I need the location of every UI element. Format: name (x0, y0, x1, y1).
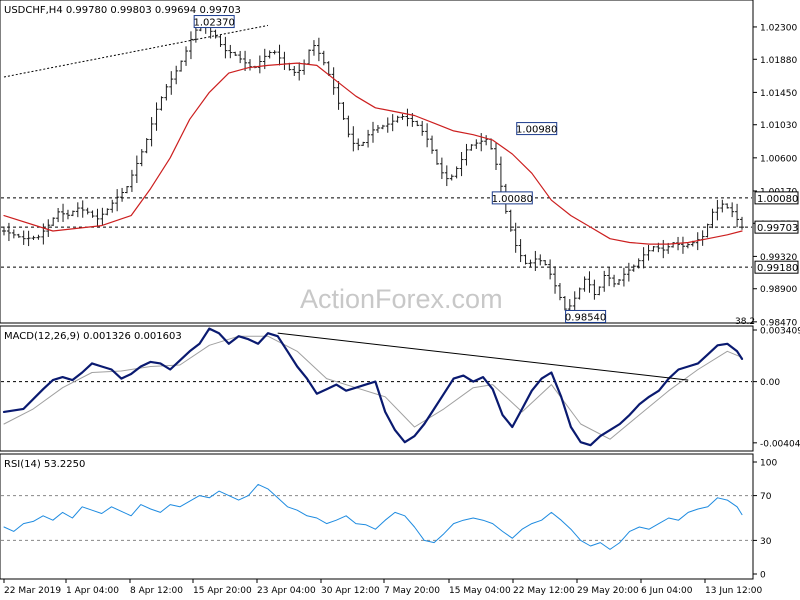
y-tick-label: 0.00 (760, 378, 780, 388)
x-tick-label: 22 May 12:00 (513, 586, 575, 596)
level-tag-label: 0.99180 (757, 263, 798, 274)
rsi-panel-frame (0, 453, 754, 580)
price-label: 0.98540 (565, 312, 606, 323)
price-label: 1.00980 (516, 125, 557, 136)
y-tick-label: 0.98470 (760, 318, 797, 328)
x-tick-label: 15 May 04:00 (449, 586, 511, 596)
macd-trendline-segment (277, 332, 689, 381)
macd-panel: 0.003409 0.00 -0.004043 MACD(12,26,9) 0.00… (0, 325, 800, 452)
rsi-series (3, 483, 743, 550)
x-tick-label: 1 Apr 04:00 (66, 586, 119, 596)
price-label-box (193, 15, 235, 29)
macd-trendline (277, 332, 689, 381)
macd-y-axis: 0.003409 0.00 -0.004043 (753, 327, 800, 449)
y-tick-label: 100 (760, 459, 777, 469)
x-tick-label: 22 Mar 2019 (4, 586, 61, 596)
rsi-panel-title: RSI(14) 53.2250 (4, 459, 85, 470)
fib-level-label: 38.2 (735, 317, 755, 327)
price-panel: 1.023001.018801.014501.010301.006001.001… (0, 0, 799, 328)
y-tick-label: 0.98900 (760, 285, 797, 295)
price-label: 1.00080 (492, 194, 533, 205)
macd-series (2, 327, 744, 447)
y-tick-label: 1.01880 (760, 56, 797, 66)
horizontal-levels: 1.00080 0.99703 0.99180 (1, 191, 799, 274)
y-tick-label: 0 (760, 571, 766, 581)
level-tag-box (754, 191, 799, 205)
x-tick-label: 6 Jun 04:00 (641, 586, 693, 596)
rsi-levels (1, 495, 752, 541)
y-tick-label: 0.003409 (760, 327, 800, 337)
y-tick-label: 1.02300 (760, 23, 797, 33)
price-label-box (565, 309, 607, 323)
y-tick-label: -0.004043 (760, 439, 800, 449)
price-panel-title: USDCHF,H4 0.99780 0.99803 0.99694 0.9970… (4, 5, 241, 16)
level-tag-label: 0.99703 (757, 223, 798, 234)
watermark: ActionForex.com (300, 284, 503, 314)
price-trendline (3, 24, 269, 78)
y-tick-label: 0.99320 (760, 253, 797, 263)
x-tick-label: 8 Apr 12:00 (130, 586, 183, 596)
macd-main-line (2, 327, 744, 447)
macd-panel-frame (0, 325, 754, 452)
y-tick-label: 1.00600 (760, 154, 797, 164)
x-tick-label: 7 May 20:00 (384, 586, 440, 596)
price-label-box (516, 122, 558, 136)
price-label-box (491, 191, 533, 205)
macd-signal-line (3, 335, 743, 440)
moving-average-line (3, 62, 743, 245)
price-trendline-segment (3, 24, 269, 78)
y-tick-label: 1.01450 (760, 89, 797, 99)
x-tick-label: 13 Jun 12:00 (705, 586, 762, 596)
x-tick-label: 15 Apr 20:00 (193, 586, 252, 596)
price-labels: 1.02370 1.00980 1.00080 0.98540 (193, 15, 607, 323)
level-tag-box (754, 260, 799, 274)
moving-average (3, 62, 743, 245)
y-tick-label: 1.01030 (760, 121, 797, 131)
rsi-y-axis: 100 70 30 0 (753, 459, 777, 581)
rsi-line (3, 483, 743, 550)
y-tick-label: 30 (760, 537, 772, 547)
price-label: 1.02370 (193, 18, 234, 29)
x-axis: 22 Mar 2019 1 Apr 04:00 8 Apr 12:00 15 Apr … (3, 579, 762, 596)
macd-panel-title: MACD(12,26,9) 0.001326 0.001603 (4, 331, 182, 342)
price-panel-frame (0, 0, 754, 324)
level-tag-box (754, 220, 799, 234)
x-tick-label: 29 May 20:00 (577, 586, 639, 596)
rsi-panel: 100 70 30 0 RSI(14) 53.2250 (0, 453, 777, 581)
ohlc-bars (2, 19, 744, 316)
x-tick-label: 23 Apr 04:00 (257, 586, 316, 596)
x-tick-label: 30 Apr 12:00 (321, 586, 380, 596)
y-tick-label: 70 (760, 492, 772, 502)
level-tag-label: 1.00080 (757, 194, 798, 205)
